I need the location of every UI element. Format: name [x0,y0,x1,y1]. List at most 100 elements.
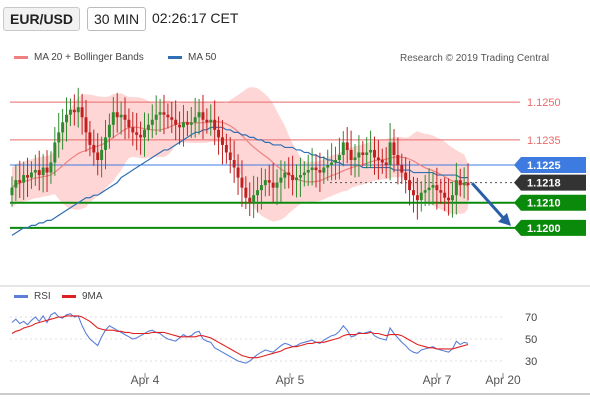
candle-body [404,172,408,181]
candle [26,157,30,197]
timeframe-selector[interactable]: 30 MIN [87,7,147,31]
candle [100,136,104,178]
candle-body [228,152,232,160]
candle-body [423,190,427,193]
candle-body [193,117,197,123]
candle [158,98,162,133]
candle-body [68,109,72,115]
candle-body [185,122,189,125]
candle-body [57,132,61,143]
candle [119,101,123,135]
level-label-1.1218: 1.1218 [527,178,561,190]
candle [361,141,365,167]
candle-body [201,112,205,120]
candle [84,99,88,152]
candle-body [361,152,365,155]
candle-body [178,124,182,128]
candle [373,136,376,175]
candle [41,154,45,193]
candle [166,103,170,129]
candle-body [26,175,30,178]
candle [271,163,275,203]
candle-body [80,107,84,118]
candle-body [143,129,146,138]
candle-body [14,180,18,188]
candle-body [462,182,466,186]
candle-body [353,157,357,160]
candle [170,101,174,134]
candle [37,150,41,191]
candle [111,96,115,139]
candle-body [37,170,41,176]
candle-body [318,170,322,173]
candles [10,87,470,220]
candle [415,177,419,220]
rsi-tick-30: 30 [525,356,537,368]
rsi-ma-swatch [62,294,76,298]
candle [252,175,256,219]
candle-body [341,142,345,155]
candle [96,133,100,176]
ma20-legend-label: MA 20 + Bollinger Bands [34,52,144,63]
candle [353,144,357,178]
candle-body [384,162,388,166]
candle-body [334,160,337,163]
candle-body [415,195,419,201]
rsi-ma-line [11,315,469,359]
candle-body [279,177,283,183]
candle-body [146,124,150,130]
candle-body [65,114,69,123]
candle [376,140,380,180]
candle-body [224,144,228,153]
time-display: 02:26:17 CET [150,7,245,29]
candle-body [411,190,415,196]
candle [334,146,337,180]
candle-body [220,137,224,145]
candle-body [181,122,185,128]
candle-body [298,175,302,178]
candle [232,140,236,183]
candle [213,100,217,146]
candle-body [275,182,279,188]
candle [318,152,322,192]
candle-body [84,117,88,133]
candle [154,95,158,136]
candle-body [22,175,26,183]
candle-body [330,162,334,166]
candle [248,182,252,217]
candle [150,104,154,139]
candle-body [213,119,217,130]
level-label-1.1200: 1.1200 [527,223,561,235]
candle-body [450,195,454,201]
candle [53,127,57,176]
candle-body [61,122,65,133]
candle [107,113,111,149]
x-tick-label: Apr 20 [485,373,521,387]
candle [431,171,435,206]
candle-body [111,112,115,125]
candle-body [388,142,392,166]
candle-body [306,170,310,173]
x-tick-label: Apr 5 [276,373,305,387]
pair-label[interactable]: EUR/USD [3,7,81,31]
candle-body [92,144,96,153]
candle [462,167,466,199]
candle-body [248,197,252,203]
candle [115,92,119,133]
moving-averages [11,121,469,236]
candle [29,161,33,189]
candle [322,156,326,184]
level-tag-1.1218 [514,174,586,191]
candle-body [53,142,57,163]
candle [174,100,178,141]
candle [185,110,189,137]
candle-body [236,167,240,178]
candle [131,111,135,146]
candle [447,178,451,216]
candle-body [41,167,45,176]
candle [396,137,400,185]
candle-body [127,119,131,128]
candle-body [365,152,369,155]
candle [287,157,291,189]
candle-body [252,195,256,203]
